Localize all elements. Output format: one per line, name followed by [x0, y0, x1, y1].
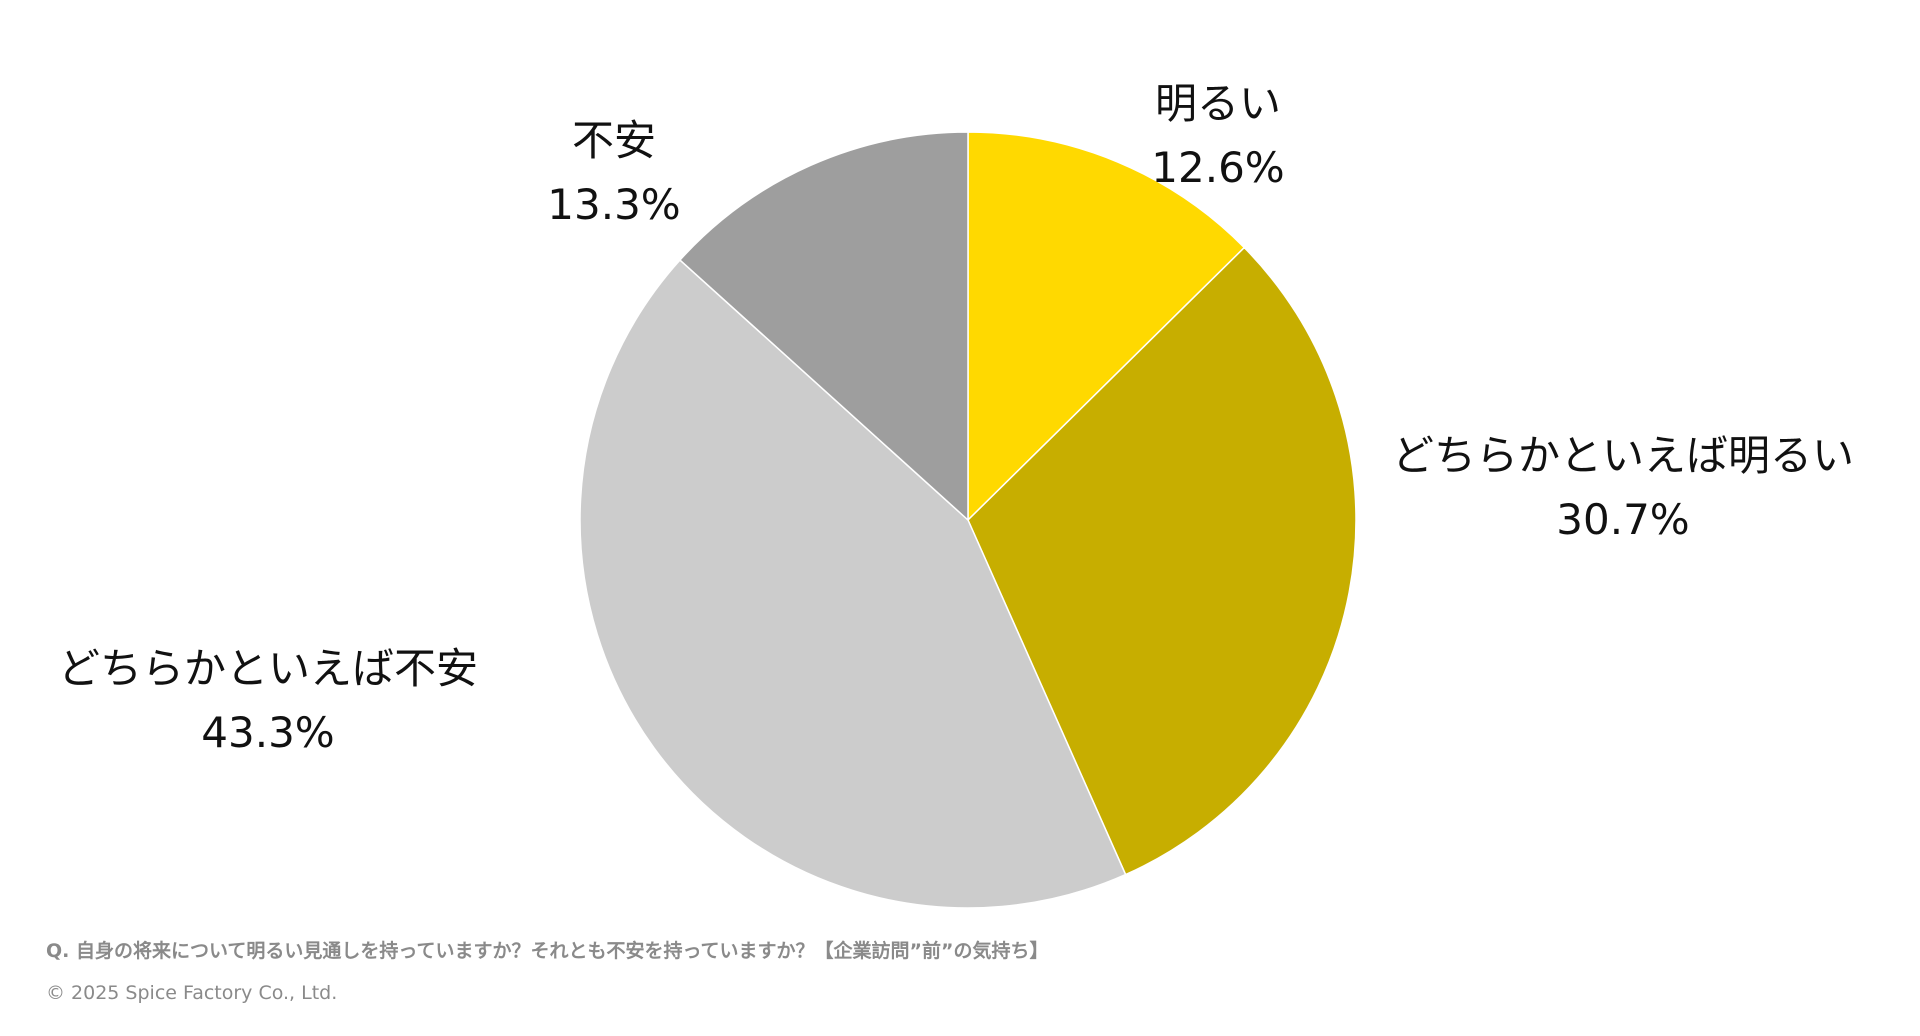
pie-slice-bright: [967, 131, 1246, 522]
pie-slice-somewhat-anxious: [579, 258, 1127, 909]
slice-value-anxious: 13.3%: [547, 180, 680, 229]
slice-label-anxious: 不安: [572, 116, 656, 165]
pie-slice-somewhat-bright: [967, 246, 1357, 876]
slice-label-bright: 明るい: [1155, 79, 1281, 128]
slice-value-somewhat-bright: 30.7%: [1556, 495, 1689, 544]
slice-label-somewhat-anxious: どちらかといえば不安: [58, 644, 478, 693]
pie-slice-anxious: [678, 131, 969, 522]
slice-label-somewhat-bright: どちらかといえば明るい: [1392, 431, 1854, 480]
survey-question-caption: Q. 自身の将来について明るい見通しを持っていますか？それとも不安を持っています…: [46, 940, 1049, 962]
slice-value-somewhat-anxious: 43.3%: [201, 708, 334, 757]
slice-value-bright: 12.6%: [1151, 143, 1284, 192]
copyright-notice: © 2025 Spice Factory Co., Ltd.: [46, 982, 338, 1004]
